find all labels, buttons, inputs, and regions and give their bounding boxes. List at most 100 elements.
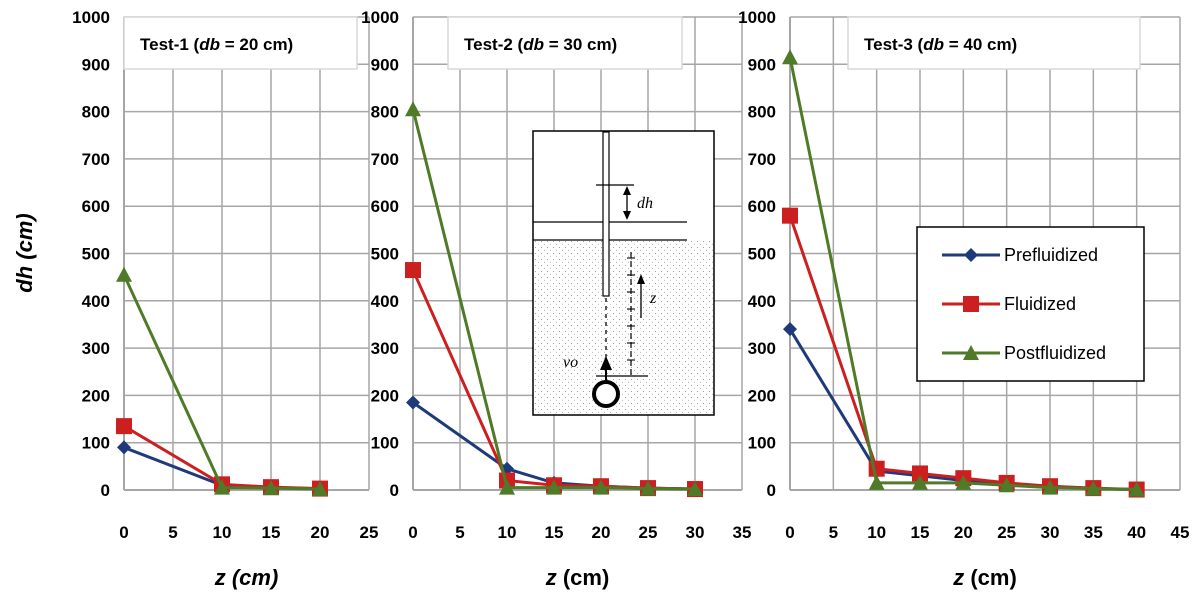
y-tick-label: 100 bbox=[82, 434, 110, 453]
x-tick-label: 35 bbox=[1084, 523, 1103, 542]
x-tick-label: 35 bbox=[733, 523, 752, 542]
x-tick-label: 0 bbox=[119, 523, 128, 542]
y-tick-label: 400 bbox=[371, 292, 399, 311]
legend: Prefluidized Fluidized Postfluidized bbox=[916, 226, 1145, 382]
series-line-postfluidized bbox=[788, 56, 1137, 492]
data-point-fluidized bbox=[782, 207, 798, 224]
y-tick-label: 600 bbox=[82, 197, 110, 216]
inset-z-arrowhead bbox=[637, 274, 645, 284]
y-tick-label: 300 bbox=[82, 339, 110, 358]
data-point-postfluidized bbox=[687, 481, 703, 497]
data-point-postfluidized bbox=[546, 479, 562, 495]
inset-label-dh: dh bbox=[637, 195, 653, 212]
inset-vo-arrowhead bbox=[600, 356, 612, 370]
data-point-prefluidized bbox=[783, 322, 797, 337]
x-tick-label: 20 bbox=[592, 523, 611, 542]
x-tick-label: 25 bbox=[997, 523, 1016, 542]
y-tick-label: 1000 bbox=[738, 8, 776, 27]
data-point-prefluidized bbox=[117, 440, 131, 455]
x-tick-label: 10 bbox=[498, 523, 517, 542]
x-tick-label: 30 bbox=[686, 523, 705, 542]
y-tick-label: 200 bbox=[82, 386, 110, 405]
y-tick-label: 700 bbox=[748, 150, 776, 169]
data-point-postfluidized bbox=[499, 479, 515, 495]
x-axis-label: z (cm) bbox=[214, 565, 279, 590]
chart-title: Test-3 (db = 40 cm) bbox=[864, 35, 1017, 54]
inset-diagram: dh z vo bbox=[532, 130, 715, 416]
x-axis-label: z (cm) bbox=[545, 565, 610, 590]
y-tick-label: 300 bbox=[748, 339, 776, 358]
inset-label-vo: vo bbox=[563, 354, 578, 371]
series-line-postfluidized bbox=[122, 274, 321, 491]
y-tick-label: 300 bbox=[371, 339, 399, 358]
data-point-fluidized bbox=[405, 262, 421, 279]
legend-label-prefluidized: Prefluidized bbox=[1004, 245, 1098, 265]
x-tick-label: 5 bbox=[168, 523, 177, 542]
series-line-postfluidized bbox=[411, 108, 696, 491]
data-point-prefluidized bbox=[406, 395, 420, 410]
y-tick-label: 0 bbox=[390, 481, 399, 500]
data-point-postfluidized bbox=[116, 266, 132, 282]
x-tick-label: 15 bbox=[545, 523, 564, 542]
data-point-postfluidized bbox=[955, 474, 972, 490]
x-tick-label: 20 bbox=[311, 523, 330, 542]
data-point-postfluidized bbox=[1042, 479, 1058, 495]
x-tick-label: 0 bbox=[785, 523, 794, 542]
title-box bbox=[123, 16, 358, 70]
y-tick-label: 400 bbox=[748, 292, 776, 311]
data-point-fluidized bbox=[912, 465, 928, 482]
legend-marker-fluidized bbox=[963, 296, 979, 312]
inset-sand-bed bbox=[534, 240, 713, 414]
title-box bbox=[847, 16, 1141, 70]
y-tick-label: 900 bbox=[748, 55, 776, 74]
y-tick-label: 1000 bbox=[72, 8, 110, 27]
legend-marker-prefluidized bbox=[964, 248, 978, 262]
y-tick-label: 900 bbox=[371, 55, 399, 74]
chart-panel-1: 0 5 10 15 20 25 0 100 200 300 400 500 600 700 800 900 10… bbox=[12, 8, 378, 590]
x-tick-label: 0 bbox=[408, 523, 417, 542]
title-box bbox=[447, 16, 683, 70]
y-tick-label: 600 bbox=[748, 197, 776, 216]
data-point-postfluidized bbox=[312, 481, 328, 497]
x-tick-label: 25 bbox=[360, 523, 379, 542]
data-point-postfluidized bbox=[782, 49, 798, 65]
y-tick-label: 1000 bbox=[361, 8, 399, 27]
inset-nozzle bbox=[592, 380, 620, 408]
x-tick-label: 30 bbox=[1041, 523, 1060, 542]
x-tick-label: 20 bbox=[954, 523, 973, 542]
data-point-postfluidized bbox=[1085, 480, 1102, 496]
chart-title: Test-1 (db = 20 cm) bbox=[140, 35, 293, 54]
x-tick-label: 45 bbox=[1171, 523, 1190, 542]
data-point-fluidized bbox=[116, 418, 132, 435]
legend-label-fluidized: Fluidized bbox=[1004, 294, 1076, 314]
x-tick-label: 25 bbox=[639, 523, 658, 542]
x-tick-label: 5 bbox=[829, 523, 838, 542]
x-tick-label: 40 bbox=[1127, 523, 1146, 542]
data-point-postfluidized bbox=[998, 477, 1015, 493]
x-axis-label: z (cm) bbox=[952, 565, 1017, 590]
inset-label-z: z bbox=[649, 290, 657, 307]
data-point-postfluidized bbox=[405, 101, 421, 117]
data-point-postfluidized bbox=[214, 479, 230, 495]
y-tick-label: 100 bbox=[748, 434, 776, 453]
legend-marker-postfluidized bbox=[963, 345, 979, 360]
y-tick-label: 500 bbox=[82, 245, 110, 264]
inset-dh-arrowhead-up bbox=[623, 186, 631, 195]
inset-standpipe bbox=[602, 131, 610, 297]
data-point-postfluidized bbox=[912, 474, 928, 490]
data-point-postfluidized bbox=[868, 474, 885, 490]
y-tick-label: 900 bbox=[82, 55, 110, 74]
y-tick-label: 800 bbox=[748, 103, 776, 122]
y-tick-label: 800 bbox=[82, 103, 110, 122]
y-tick-label: 400 bbox=[82, 292, 110, 311]
data-point-fluidized bbox=[868, 460, 885, 477]
data-point-postfluidized bbox=[263, 480, 279, 496]
data-point-postfluidized bbox=[1128, 481, 1145, 497]
y-tick-label: 800 bbox=[371, 103, 399, 122]
x-tick-label: 10 bbox=[213, 523, 232, 542]
y-tick-label: 700 bbox=[371, 150, 399, 169]
y-tick-label: 200 bbox=[748, 386, 776, 405]
y-tick-label: 0 bbox=[767, 481, 776, 500]
legend-label-postfluidized: Postfluidized bbox=[1004, 343, 1106, 363]
